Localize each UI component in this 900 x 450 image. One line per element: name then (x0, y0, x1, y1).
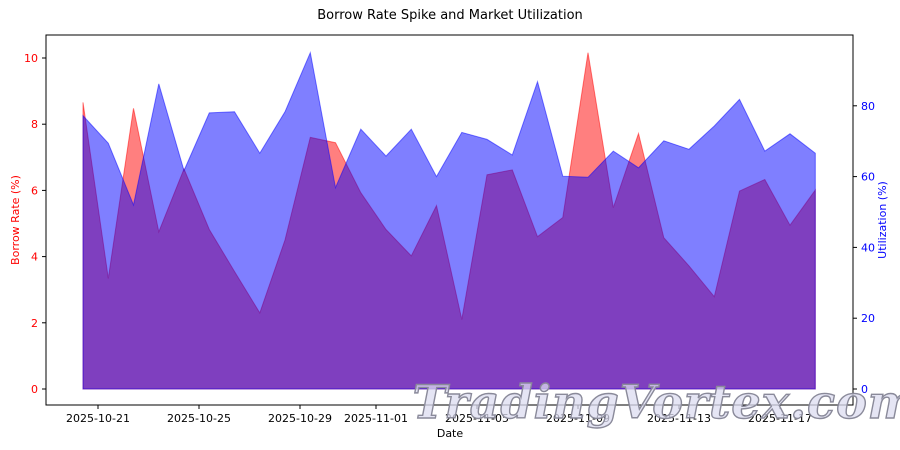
y-tick-label: 2 (31, 317, 38, 330)
y2-tick-label: 80 (861, 100, 875, 113)
x-tick-label: 2025-11-05 (445, 412, 509, 425)
y-tick-label: 8 (31, 118, 38, 131)
left-y-axis: 0 2 4 6 8 10 (24, 52, 46, 396)
y-tick-label: 4 (31, 251, 38, 264)
x-tick-label: 2025-10-29 (268, 412, 332, 425)
y2-tick-label: 0 (861, 383, 868, 396)
x-tick-label: 2025-11-13 (647, 412, 711, 425)
y2-tick-label: 20 (861, 312, 875, 325)
x-axis-label: Date (437, 427, 464, 440)
x-tick-label: 2025-10-21 (66, 412, 130, 425)
x-tick-label: 2025-11-09 (546, 412, 610, 425)
right-axis-label: Utilization (%) (876, 181, 889, 259)
x-tick-label: 2025-11-17 (748, 412, 812, 425)
y-tick-label: 6 (31, 184, 38, 197)
watermark: TradingVortex.com (413, 375, 900, 429)
utilization-area (82, 50, 816, 390)
chart-title: Borrow Rate Spike and Market Utilization (317, 8, 583, 23)
y2-tick-label: 60 (861, 171, 875, 184)
x-axis: 2025-10-21 2025-10-25 2025-10-29 2025-11-01… (66, 405, 812, 425)
x-tick-label: 2025-10-25 (167, 412, 231, 425)
plot-frame (45, 34, 854, 406)
y-tick-label: 0 (31, 383, 38, 396)
right-y-axis: 0 20 40 60 80 (853, 100, 875, 396)
y2-tick-label: 40 (861, 241, 875, 254)
x-tick-label: 2025-11-01 (344, 412, 408, 425)
plot-areas (82, 50, 816, 390)
left-axis-label: Borrow Rate (%) (9, 175, 22, 265)
y-tick-label: 10 (24, 52, 38, 65)
